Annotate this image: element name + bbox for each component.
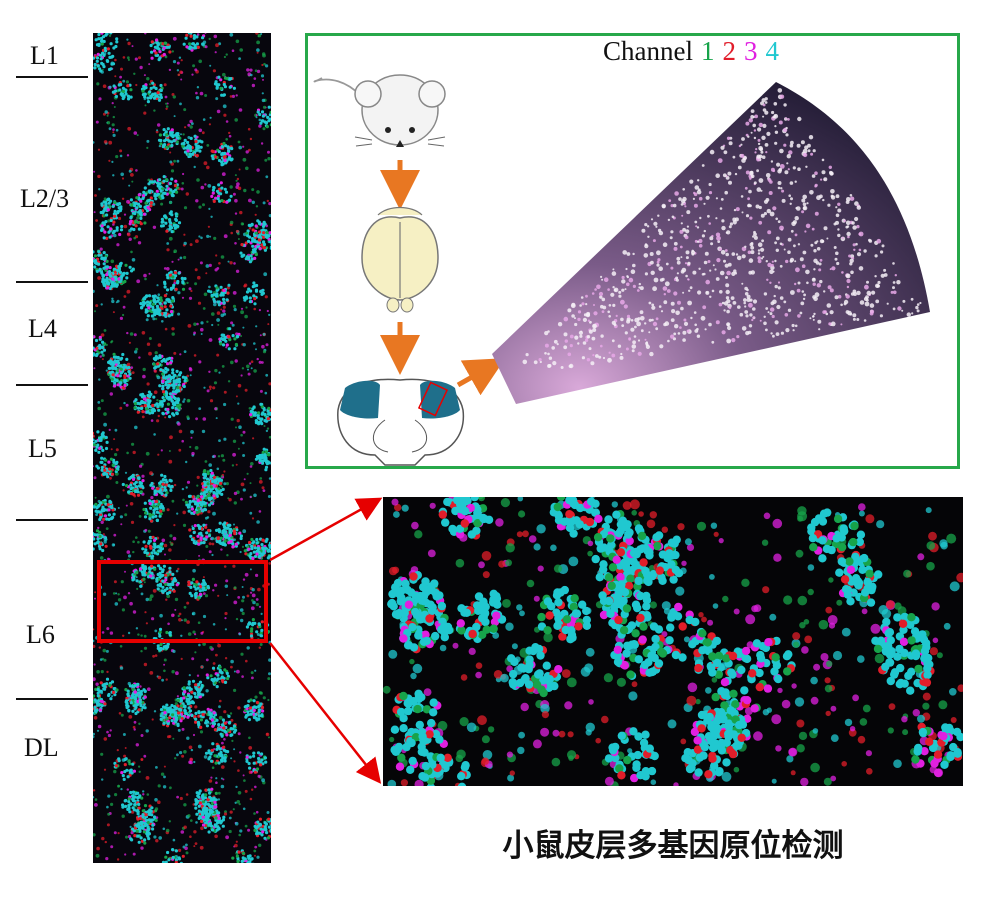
layer-divider [16,698,88,700]
layer-label-l23: L2/3 [20,184,70,213]
zoom-region-box [97,560,268,643]
legend-channel-4: 4 [765,36,779,66]
layer-divider [16,519,88,521]
figure-caption: 小鼠皮层多基因原位检测 [502,828,844,864]
layer-label-l1: L1 [30,41,59,70]
brain-section-icon [337,378,465,466]
layer-divider [16,281,88,283]
legend-prefix: Channel [603,36,693,66]
layer-divider [16,76,88,78]
legend-channel-3: 3 [743,36,758,66]
layer-label-l4: L4 [28,314,57,343]
cortex-strip-dots [93,33,271,863]
layer-divider [16,384,88,386]
channel-legend: Channel 1 2 3 4 [603,36,787,67]
layer-label-l5: L5 [28,434,57,463]
cortex-strip-image [93,33,271,863]
zoomed-l6-image [383,497,963,786]
mouse-icon [313,74,446,147]
brain-icon [361,206,439,313]
sector-cell-dots [522,88,922,369]
layer-label-l6: L6 [26,620,55,649]
layer-label-dl: DL [24,733,59,762]
legend-channel-2: 2 [722,36,736,66]
legend-channel-1: 1 [700,36,715,66]
zoomed-cell-dots [383,497,963,786]
